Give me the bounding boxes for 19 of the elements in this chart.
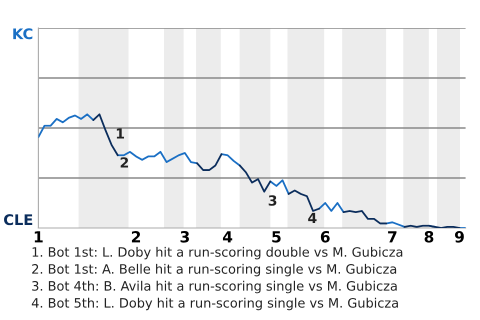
x-tick-label: 8 — [424, 231, 434, 243]
x-tick-label: 7 — [388, 231, 396, 242]
annotation: 1 — [116, 128, 124, 139]
text: 4. Bot 5th: L. Doby hit a run-scoring single vs M. Gubicza — [32, 298, 398, 310]
text: KC — [13, 28, 32, 40]
text: 1. Bot 1st: L. Doby hit a run-scoring double vs M. Gubicza — [32, 246, 402, 260]
x-tick-label: 2 — [132, 231, 140, 242]
annotation: 4 — [308, 212, 317, 223]
text: 3. Bot 4th: B. Avila hit a run-scoring single vs M. Gubicza — [32, 280, 397, 294]
x-tick-label: 5 — [272, 231, 281, 243]
x-tick-label: 1 — [34, 231, 43, 242]
x-tick-label: 6 — [320, 231, 330, 243]
text: 2. Bot 1st: A. Belle hit a run-scoring single vs M. Gubicza — [32, 264, 396, 276]
annotation: 2 — [120, 157, 128, 168]
x-tick-label: 4 — [222, 231, 232, 242]
annotation: 3 — [268, 195, 276, 206]
x-tick-label: 9 — [454, 231, 464, 243]
text: CLE — [4, 214, 32, 226]
x-tick-label: 3 — [180, 231, 189, 243]
